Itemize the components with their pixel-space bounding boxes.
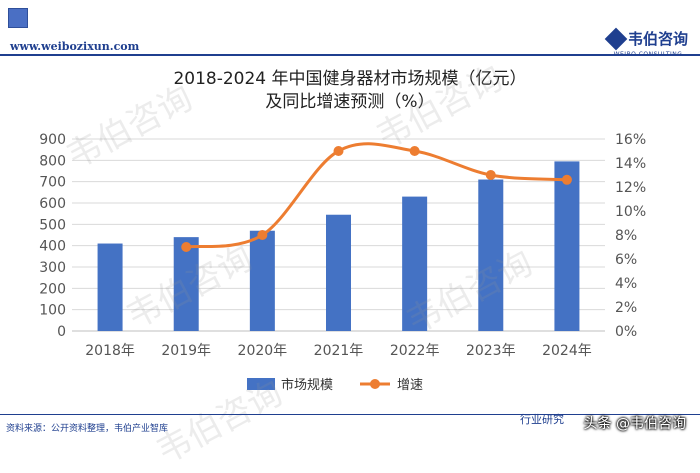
line-point <box>333 146 344 156</box>
y-right-tick-label: 16% <box>615 132 646 148</box>
bar <box>478 179 504 331</box>
x-tick-label: 2021年 <box>314 343 364 359</box>
y-right-tick-label: 8% <box>615 228 637 244</box>
source-note: 资料来源：公开资料整理，韦伯产业智库 <box>6 424 169 434</box>
bar <box>97 243 123 331</box>
x-tick-label: 2020年 <box>238 343 288 359</box>
y-left-tick-label: 600 <box>39 196 66 212</box>
x-tick-label: 2023年 <box>466 343 516 359</box>
x-tick-label: 2018年 <box>85 343 135 359</box>
legend-label: 增速 <box>397 378 423 393</box>
chart-title: 2018-2024 年中国健身器材市场规模（亿元） 及同比增速预测（%） <box>0 68 700 114</box>
y-right-tick-label: 10% <box>615 204 646 220</box>
bar <box>249 230 275 331</box>
brand-name: 韦伯咨询 <box>627 30 688 48</box>
line-series <box>185 142 568 249</box>
y-right-tick-label: 6% <box>615 252 637 268</box>
chart-title-line1: 2018-2024 年中国健身器材市场规模（亿元） <box>173 69 527 89</box>
y-left-tick-label: 300 <box>39 260 66 276</box>
y-right-tick-label: 2% <box>615 300 637 316</box>
line-point <box>485 170 496 180</box>
platform-watermark: 头条 @韦伯咨询 <box>583 416 686 432</box>
line-point <box>561 174 572 185</box>
y-left-tick-label: 800 <box>39 153 66 169</box>
y-left-tick-label: 700 <box>39 175 66 191</box>
footer-right-text: 行业研究 <box>520 413 564 426</box>
bar <box>173 237 199 331</box>
y-left-tick-label: 400 <box>39 239 66 255</box>
bar <box>554 161 580 331</box>
bar <box>402 196 428 331</box>
x-tick-label: 2019年 <box>161 343 211 359</box>
line-point <box>257 230 268 240</box>
y-left-tick-label: 0 <box>57 324 66 340</box>
footer-rule <box>0 414 700 415</box>
bar <box>326 214 351 331</box>
corner-logo-icon <box>8 8 28 28</box>
chart-canvas: 0 100 200 300 400 500 600 700 800 900 0% 2% 4% 6% 8% 10… <box>39 132 646 393</box>
line-point <box>181 242 192 252</box>
header-rule <box>0 54 700 56</box>
x-tick-label: 2024年 <box>542 343 592 359</box>
y-left-tick-label: 900 <box>39 132 66 148</box>
website-url: www.weibozixun.com <box>10 40 140 53</box>
line-point <box>409 146 420 156</box>
y-right-tick-label: 0% <box>615 324 637 340</box>
legend-line-marker <box>370 379 380 389</box>
y-left-tick-label: 500 <box>39 217 66 233</box>
y-left-tick-label: 100 <box>39 303 66 319</box>
y-right-tick-label: 12% <box>615 180 646 196</box>
y-right-tick-label: 4% <box>615 276 637 292</box>
y-left-tick-label: 200 <box>39 281 66 297</box>
legend-label: 市场规模 <box>281 377 333 393</box>
legend-bar-swatch <box>247 378 275 390</box>
x-tick-label: 2022年 <box>390 343 440 359</box>
chart-title-line2: 及同比增速预测（%） <box>265 92 435 112</box>
y-right-tick-label: 14% <box>615 156 646 172</box>
